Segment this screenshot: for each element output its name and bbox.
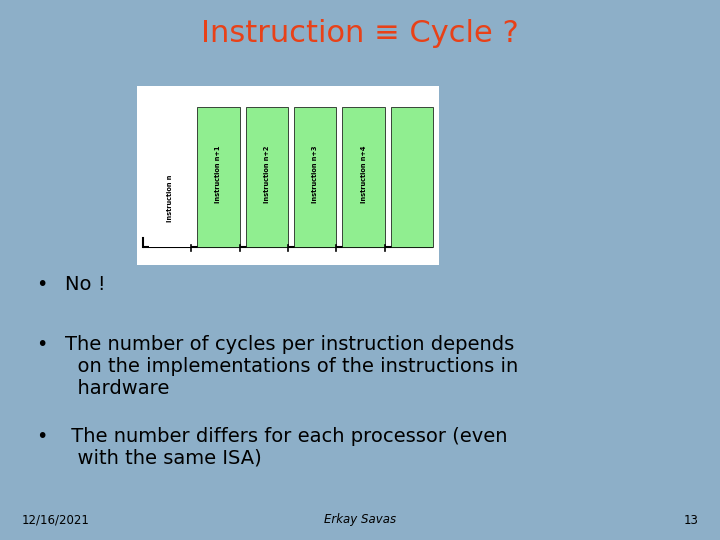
- Text: •: •: [36, 427, 48, 446]
- Text: Instruction n+4: Instruction n+4: [361, 145, 366, 203]
- Bar: [137, 86, 439, 265]
- Text: 12/16/2021: 12/16/2021: [22, 514, 89, 526]
- Text: The number of cycles per instruction depends
  on the implementations of the ins: The number of cycles per instruction dep…: [65, 335, 518, 398]
- Bar: [294, 107, 336, 247]
- Text: The number differs for each processor (even
  with the same ISA): The number differs for each processor (e…: [65, 427, 508, 468]
- Text: Instruction n: Instruction n: [167, 174, 173, 221]
- Text: Instruction n+2: Instruction n+2: [264, 145, 270, 203]
- Text: Instruction n+1: Instruction n+1: [215, 145, 222, 203]
- Text: 13: 13: [683, 514, 698, 526]
- Text: Erkay Savas: Erkay Savas: [324, 514, 396, 526]
- Bar: [391, 107, 433, 247]
- Text: Instruction ≡ Cycle ?: Instruction ≡ Cycle ?: [201, 19, 519, 48]
- Bar: [246, 107, 288, 247]
- Bar: [149, 138, 192, 247]
- Bar: [197, 107, 240, 247]
- Text: No !: No !: [65, 275, 105, 294]
- Text: •: •: [36, 335, 48, 354]
- Bar: [343, 107, 384, 247]
- Text: Instruction n+3: Instruction n+3: [312, 145, 318, 203]
- Text: •: •: [36, 275, 48, 294]
